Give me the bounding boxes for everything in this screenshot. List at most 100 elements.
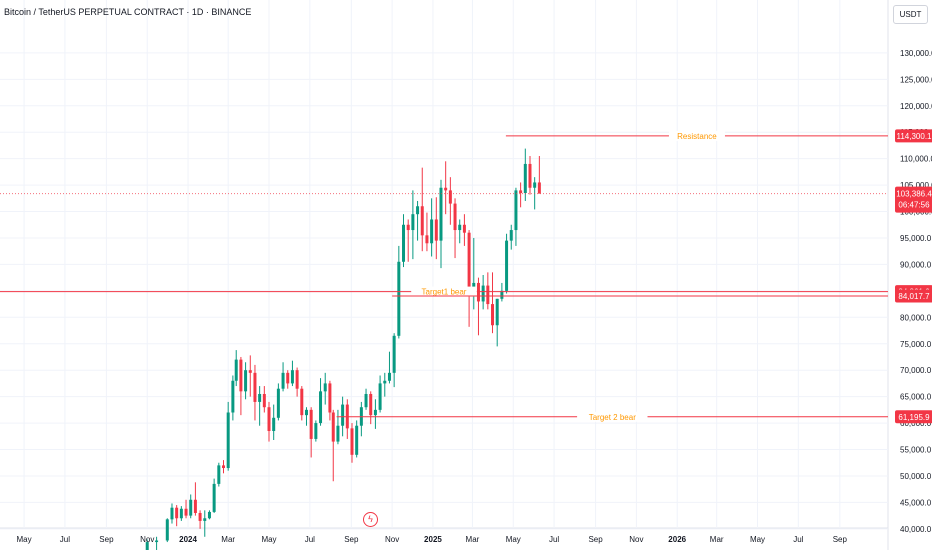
y-tick-label: 55,000.0: [900, 446, 932, 455]
y-tick-label: 60,000.0: [900, 419, 932, 428]
candle-body: [193, 499, 197, 513]
y-tick-label: 105,000.0: [900, 181, 932, 190]
candle-body: [430, 219, 434, 244]
candle-body: [328, 383, 332, 413]
y-tick-label: 90,000.0: [900, 260, 932, 269]
candle-body: [155, 540, 159, 543]
candle-body: [170, 507, 174, 520]
y-tick-label: 110,000.0: [900, 155, 932, 164]
candle-body: [189, 499, 193, 516]
level-label-bg: [577, 411, 648, 422]
candle-body: [462, 224, 466, 233]
candle-body: [272, 417, 276, 432]
x-tick-label: Sep: [588, 535, 603, 544]
candle-body: [383, 380, 387, 384]
level-label-bg: [668, 130, 725, 141]
y-tick-label: 75,000.0: [900, 340, 932, 349]
x-tick-label: 2025: [424, 535, 442, 544]
x-tick-label: Nov: [140, 535, 154, 544]
candle-body: [500, 290, 504, 299]
candle-body: [533, 182, 537, 188]
level-lines: Resistance Target1 bear Target 2 bear: [0, 130, 888, 422]
x-tick-label: May: [261, 535, 276, 544]
candle-body: [387, 372, 391, 381]
candle-body: [244, 370, 248, 392]
x-tick-label: Nov: [385, 535, 399, 544]
currency-unit-button[interactable]: USDT: [893, 5, 928, 24]
last-price-badge: [895, 186, 932, 213]
candle-body: [286, 372, 290, 384]
candle-body: [350, 428, 354, 455]
candle-body: [505, 240, 509, 291]
y-tick-label: 70,000.0: [900, 366, 932, 375]
x-tick-label: May: [17, 535, 32, 544]
x-tick-label: Mar: [221, 535, 235, 544]
candle-body: [198, 512, 202, 521]
candle-body: [416, 206, 420, 215]
candle-body: [207, 511, 211, 519]
candle-body: [212, 483, 216, 512]
candle-body: [276, 388, 280, 418]
candle-body: [481, 285, 485, 302]
y-tick-label: 50,000.0: [900, 472, 932, 481]
candle-body: [425, 235, 429, 244]
candle-body: [439, 187, 443, 241]
candle-body: [226, 412, 230, 469]
last-price-text: 103,386.4: [896, 190, 932, 199]
candle-body: [486, 285, 490, 305]
y-tick-label: 45,000.0: [900, 498, 932, 507]
candle-body: [434, 219, 438, 241]
y-tick-label: 80,000.0: [900, 313, 932, 322]
candle-body: [411, 214, 415, 231]
price-badge: [895, 410, 932, 424]
candle-body: [476, 282, 480, 302]
candle-body: [309, 409, 313, 439]
candle-body: [203, 518, 207, 521]
candle-body: [444, 187, 448, 191]
x-tick-label: Sep: [99, 535, 114, 544]
candle-body: [295, 370, 299, 389]
price-badge-text: 114,300.1: [897, 132, 932, 141]
x-tick-label: Mar: [466, 535, 480, 544]
candle-body: [145, 542, 149, 550]
candle-body: [262, 393, 266, 408]
y-tick-label: 65,000.0: [900, 393, 932, 402]
x-tick-label: May: [750, 535, 765, 544]
candle-body: [319, 391, 323, 424]
candle-body: [509, 230, 513, 241]
candle-body: [222, 465, 226, 469]
candle-body: [300, 388, 304, 416]
candle-body: [341, 404, 345, 426]
price-badge: [895, 289, 932, 303]
x-tick-label: Mar: [710, 535, 724, 544]
candle-body: [248, 370, 252, 373]
price-badge-text: 61,195.9: [898, 413, 930, 422]
candle-body: [304, 409, 308, 416]
y-tick-label: 125,000.0: [900, 75, 932, 84]
candle-body: [281, 372, 285, 389]
price-badges: 114,300.184,861.684,017.761,195.9103,386…: [895, 129, 932, 424]
y-tick-label: 120,000.0: [900, 102, 932, 111]
countdown-text: 06:47:56: [898, 201, 930, 210]
candle-body: [336, 425, 340, 442]
time-axis[interactable]: May Jul Sep Nov 2024 Mar May Jul Sep Nov 2025 Mar Ma…: [17, 535, 848, 544]
x-tick-label: 2026: [668, 535, 686, 544]
candle-body: [420, 206, 424, 236]
y-tick-label: 130,000.0: [900, 49, 932, 58]
x-tick-label: Sep: [833, 535, 848, 544]
x-tick-label: Jul: [549, 535, 559, 544]
candle-body: [314, 423, 318, 439]
level-label: Target 2 bear: [589, 413, 636, 422]
candle-body: [239, 359, 243, 392]
candle-body: [179, 508, 183, 519]
x-tick-label: Jul: [305, 535, 315, 544]
candle-body: [217, 465, 221, 484]
x-tick-label: Nov: [629, 535, 643, 544]
lightning-icon[interactable]: ϟ: [363, 512, 378, 527]
candle-body: [402, 224, 406, 262]
symbol-title: Bitcoin / TetherUS PERPETUAL CONTRACT · …: [4, 7, 252, 17]
candle-body: [373, 409, 377, 416]
x-tick-label: Jul: [60, 535, 70, 544]
candle-body: [253, 372, 257, 402]
